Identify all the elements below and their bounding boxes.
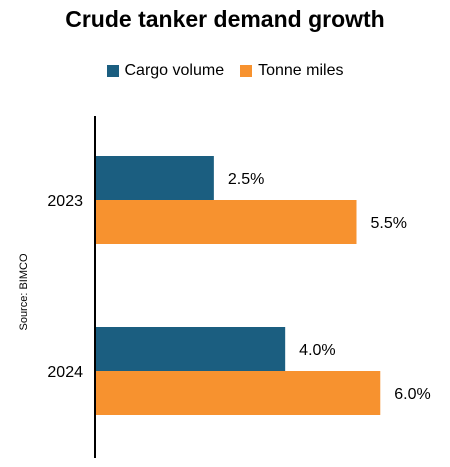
data-label-cargo-volume-2024: 4.0% — [299, 342, 335, 359]
chart-title: Crude tanker demand growth — [65, 6, 385, 32]
legend-swatch-cargo-volume — [106, 65, 119, 77]
legend-item-cargo-volume: Cargo volume — [106, 62, 225, 80]
legend-item-tonne-miles: Tonne miles — [240, 62, 343, 80]
legend-label-tonne-miles: Tonne miles — [258, 62, 344, 79]
data-label-tonne-miles-2023: 5.5% — [371, 215, 407, 232]
legend-label-cargo-volume: Cargo volume — [124, 62, 225, 79]
data-label-cargo-volume-2023: 2.5% — [228, 171, 264, 188]
bar-cargo-volume-2023 — [95, 156, 214, 200]
bar-cargo-volume-2024 — [95, 327, 286, 371]
category-label-2024: 2024 — [47, 364, 83, 381]
chart-legend: Cargo volume Tonne miles — [0, 62, 450, 80]
bar-tonne-miles-2024 — [95, 371, 381, 415]
data-label-tonne-miles-2024: 6.0% — [394, 386, 430, 403]
category-label-2023: 2023 — [47, 193, 83, 210]
legend-swatch-tonne-miles — [240, 65, 253, 77]
bar-tonne-miles-2023 — [95, 200, 357, 244]
